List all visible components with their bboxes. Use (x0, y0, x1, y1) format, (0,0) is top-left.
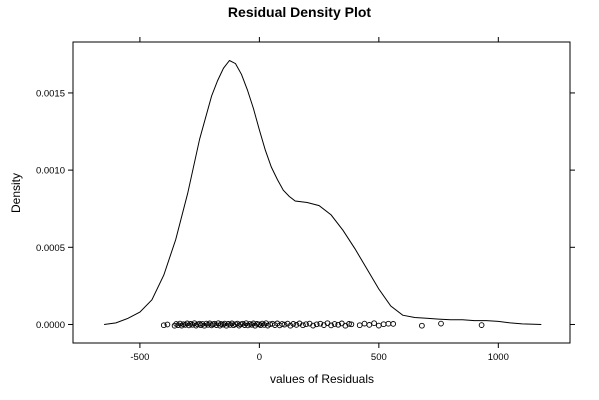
rug-point (171, 322, 178, 329)
x-axis-label: values of Residuals (270, 372, 374, 386)
rug-point (356, 322, 363, 329)
rug-point (227, 322, 234, 328)
rug-point (287, 322, 294, 329)
rug-point (348, 321, 355, 328)
y-tick-label: 0.0000 (36, 320, 65, 331)
x-tick-label: 0 (257, 352, 262, 363)
y-tick-label: 0.0010 (36, 166, 65, 177)
rug-point (248, 321, 255, 328)
rug-point (419, 322, 425, 329)
rug-point (346, 321, 352, 327)
rug-point (375, 322, 382, 329)
rug-points (160, 320, 485, 329)
rug-point (361, 320, 368, 327)
rug-point (279, 321, 285, 327)
rug-point (178, 322, 185, 329)
y-axis: 0.0000 0.0005 0.0010 0.0015 (36, 88, 575, 331)
rug-point (217, 322, 223, 329)
plot-frame (72, 41, 571, 344)
rug-point (293, 322, 300, 328)
x-tick-label: -500 (130, 352, 149, 363)
rug-point (186, 322, 192, 329)
x-tick-label: 1000 (488, 352, 509, 363)
y-tick-label: 0.0015 (36, 88, 65, 99)
rug-point (160, 322, 167, 329)
rug-point (380, 321, 387, 328)
chart-title: Residual Density Plot (228, 4, 371, 20)
rug-point (281, 321, 288, 328)
density-curve (104, 59, 542, 325)
rug-point (300, 322, 306, 329)
rug-point (164, 321, 171, 328)
rug-point (229, 320, 235, 327)
rug-point (313, 321, 320, 328)
rug-point (328, 322, 334, 329)
rug-point (371, 320, 377, 327)
rug-point (331, 321, 338, 327)
rug-point (385, 320, 392, 327)
rug-point (438, 320, 444, 327)
rug-point (317, 320, 324, 327)
rug-point (335, 321, 342, 328)
rug-point (366, 322, 373, 328)
rug-point (303, 321, 309, 328)
rug-point (290, 321, 297, 327)
rug-point (390, 321, 397, 327)
rug-point (478, 322, 485, 328)
x-tick-label: 500 (371, 352, 387, 363)
y-tick-label: 0.0005 (36, 243, 65, 254)
rug-point (310, 322, 316, 329)
rug-point (196, 320, 203, 327)
rug-point (257, 322, 264, 329)
y-axis-label: Density (9, 173, 23, 213)
x-axis: -500 0 500 1000 (130, 37, 509, 363)
